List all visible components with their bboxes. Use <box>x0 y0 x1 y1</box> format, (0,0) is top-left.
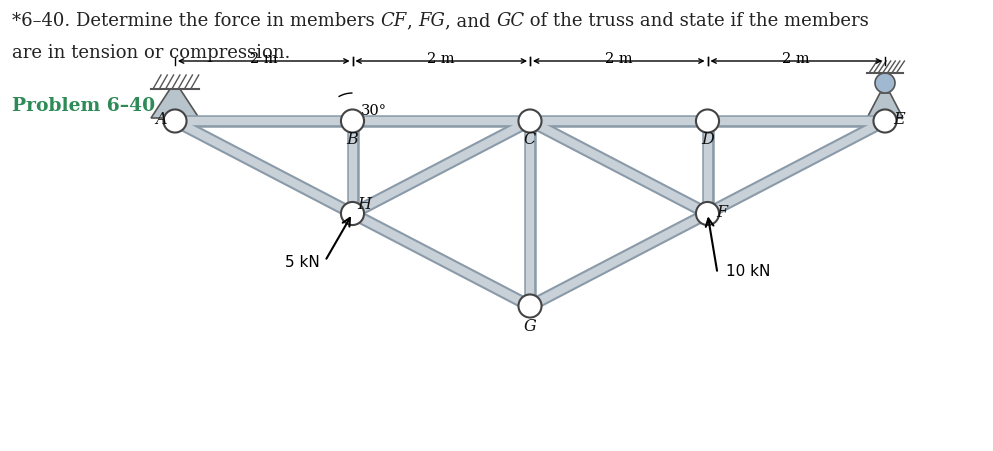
Text: , and: , and <box>445 12 496 30</box>
Circle shape <box>164 110 187 133</box>
Text: A: A <box>155 111 167 128</box>
Circle shape <box>341 110 364 133</box>
Circle shape <box>518 110 541 133</box>
Circle shape <box>696 202 719 226</box>
Circle shape <box>518 295 541 318</box>
Text: ,: , <box>406 12 418 30</box>
Circle shape <box>696 110 719 133</box>
Polygon shape <box>151 90 199 119</box>
Text: FG: FG <box>418 12 445 30</box>
Circle shape <box>875 74 895 94</box>
Polygon shape <box>867 94 903 119</box>
Text: CF: CF <box>380 12 406 30</box>
Text: Problem 6–40: Problem 6–40 <box>12 97 155 115</box>
Circle shape <box>874 110 897 133</box>
Circle shape <box>341 202 364 226</box>
Text: C: C <box>524 131 536 148</box>
Text: G: G <box>523 318 536 335</box>
Text: of the truss and state if the members: of the truss and state if the members <box>524 12 869 30</box>
Text: D: D <box>701 131 714 148</box>
Text: 2 m: 2 m <box>250 52 278 66</box>
Text: *6–40. Determine the force in members: *6–40. Determine the force in members <box>12 12 380 30</box>
Text: H: H <box>357 196 371 212</box>
Text: F: F <box>716 203 727 221</box>
Text: 2 m: 2 m <box>605 52 633 66</box>
Text: GC: GC <box>496 12 524 30</box>
Text: are in tension or compression.: are in tension or compression. <box>12 44 290 62</box>
Text: B: B <box>347 131 358 148</box>
Text: 5 kN: 5 kN <box>285 254 320 270</box>
Text: 30°: 30° <box>360 104 386 118</box>
Text: 10 kN: 10 kN <box>726 263 770 278</box>
Text: E: E <box>893 111 905 128</box>
Text: 2 m: 2 m <box>782 52 810 66</box>
Text: 2 m: 2 m <box>427 52 455 66</box>
